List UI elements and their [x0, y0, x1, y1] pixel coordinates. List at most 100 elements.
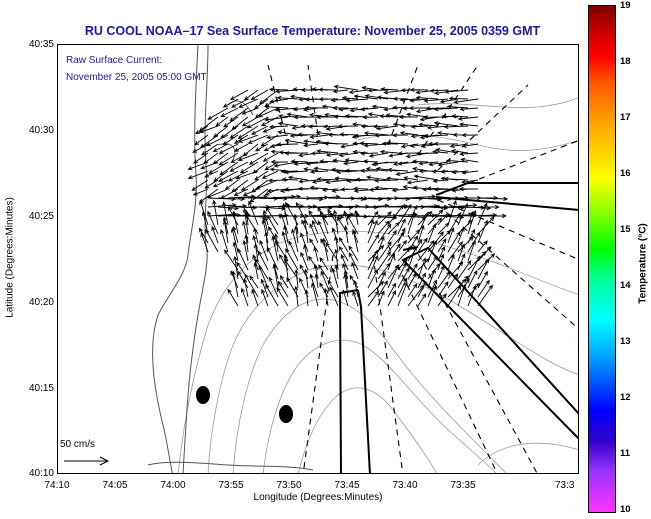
- current-vector-arrow: [332, 158, 349, 163]
- current-vector-arrow: [242, 207, 249, 235]
- current-vector-arrow: [367, 249, 378, 271]
- current-vector-arrow: [443, 176, 469, 181]
- current-vector-arrow: [377, 262, 391, 280]
- current-vector-arrow: [477, 253, 496, 271]
- y-tick-label: 40:10: [28, 468, 54, 479]
- current-vector-arrow: [283, 258, 299, 280]
- current-vector-arrow: [219, 161, 239, 176]
- x-tick-label: 73:55: [218, 480, 244, 491]
- current-vector-arrow: [457, 260, 472, 280]
- current-vector-arrow: [407, 272, 417, 289]
- current-vector-arrow: [467, 209, 477, 235]
- current-vector-arrow: [467, 269, 478, 289]
- current-vector-arrow: [447, 200, 457, 226]
- current-vector-arrow: [467, 239, 476, 262]
- current-vector-arrow: [447, 227, 455, 244]
- current-vector-arrow: [300, 251, 309, 271]
- current-vector-arrow: [431, 169, 449, 174]
- current-vector-arrow: [261, 219, 269, 244]
- current-vector-arrow: [437, 229, 452, 244]
- current-vector-arrow: [417, 272, 426, 289]
- current-vector-arrow: [293, 285, 299, 307]
- current-vector-arrow: [457, 116, 479, 121]
- current-vector-arrow: [395, 170, 419, 177]
- current-vector-arrow: [240, 287, 249, 307]
- current-vector-arrow: [237, 270, 249, 289]
- current-vector-arrow: [253, 261, 259, 280]
- current-vector-arrow: [427, 223, 437, 244]
- current-vector-arrow: [371, 104, 389, 109]
- current-vector-arrow: [457, 226, 465, 244]
- current-vector-arrow: [354, 209, 359, 226]
- map-plot-area[interactable]: Raw Surface Current: November 25, 2005 0…: [57, 44, 579, 474]
- x-tick-label: 73:35: [450, 480, 476, 491]
- current-vector-arrow: [415, 95, 439, 100]
- current-vector-arrow: [353, 133, 379, 139]
- current-vector-arrow: [377, 280, 388, 298]
- current-vector-arrow: [251, 125, 269, 135]
- current-vector-arrow: [427, 239, 438, 262]
- current-vector-arrow: [303, 143, 319, 148]
- current-vector-arrow: [300, 232, 309, 253]
- current-vector-arrow: [477, 219, 488, 244]
- current-vector-arrow: [423, 133, 449, 139]
- colorbar-tick: 11: [620, 448, 631, 459]
- current-vector-arrow: [319, 210, 329, 235]
- current-vector-arrow: [453, 98, 479, 105]
- current-vector-arrow: [228, 206, 239, 226]
- colorbar-tick: 19: [620, 0, 631, 11]
- current-vector-arrow: [343, 273, 349, 298]
- current-vector-arrow: [367, 219, 374, 235]
- current-vector-arrow: [367, 210, 379, 226]
- current-vector-arrow: [349, 107, 369, 113]
- y-tick-label: 40:25: [28, 211, 54, 222]
- current-vector-arrow: [303, 139, 329, 145]
- current-vector-arrow: [332, 209, 339, 235]
- current-vector-arrow: [251, 288, 259, 307]
- current-vector-arrow: [333, 84, 359, 91]
- current-vector-arrow: [187, 161, 209, 171]
- current-vector-arrow: [291, 228, 299, 253]
- current-vector-arrow: [248, 200, 259, 226]
- current-vector-arrow: [407, 263, 418, 280]
- current-vector-arrow: [374, 178, 399, 183]
- current-timestamp: November 25, 2005 05:00 GMT: [66, 72, 207, 83]
- current-vector-arrow: [277, 130, 299, 136]
- current-vector-arrow: [244, 234, 249, 253]
- current-vector-arrow: [329, 286, 339, 307]
- current-vector-arrow: [291, 125, 309, 130]
- current-vector-arrow: [330, 167, 349, 172]
- current-vector-arrow: [325, 152, 349, 158]
- radial-solid-lines: [338, 182, 578, 473]
- current-vector-arrow: [413, 174, 439, 181]
- current-vector-arrow: [247, 134, 269, 144]
- current-vector-arrow: [337, 124, 359, 129]
- current-vector-arrow: [365, 166, 389, 172]
- current-vector-arrow: [237, 152, 259, 162]
- colorbar-tick: 14: [620, 280, 631, 291]
- bathymetry-contours: [177, 97, 578, 473]
- current-vector-arrow: [327, 279, 339, 298]
- current-vector-arrow: [290, 159, 309, 164]
- current-vector-arrow: [280, 213, 289, 235]
- current-vector-arrow: [477, 279, 490, 298]
- current-vector-arrow: [363, 131, 389, 136]
- current-vector-arrow: [305, 161, 329, 166]
- current-vector-arrow: [260, 278, 269, 298]
- current-vector-arrow: [387, 290, 396, 307]
- current-vector-arrow: [348, 245, 359, 262]
- current-vector-arrow: [400, 143, 419, 149]
- current-vector-arrow: [391, 188, 409, 193]
- current-vector-arrow: [239, 161, 259, 174]
- current-vector-arrow: [254, 143, 269, 152]
- current-vector-arrow: [367, 88, 389, 93]
- current-vector-arrow: [417, 224, 425, 244]
- current-vector-arrow: [313, 246, 319, 262]
- current-vector-arrow: [309, 169, 329, 175]
- current-vector-arrow: [222, 134, 239, 146]
- map-title: RU COOL NOAA–17 Sea Surface Temperature:…: [84, 24, 541, 38]
- current-vector-arrow: [235, 170, 259, 180]
- current-vector-arrow: [375, 125, 399, 131]
- current-vector-arrow: [374, 185, 399, 191]
- current-vector-arrow: [317, 206, 329, 226]
